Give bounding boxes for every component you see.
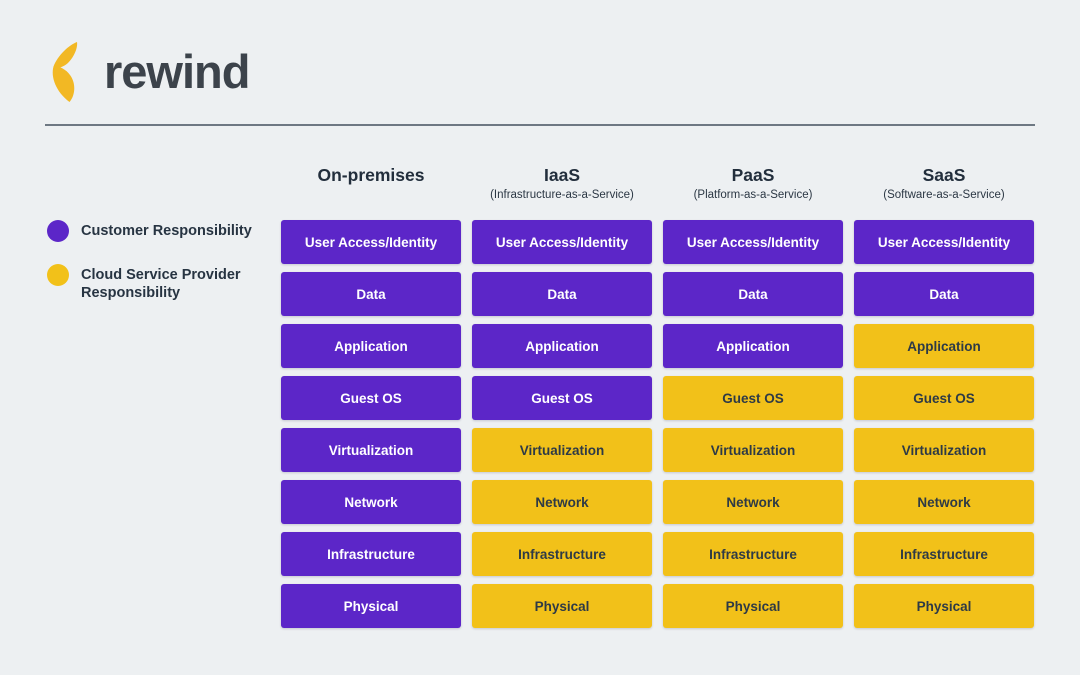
matrix-cell: User Access/Identity	[472, 220, 652, 264]
column-cells: User Access/Identity Data Application Guest…	[472, 220, 652, 628]
column-cells: User Access/Identity Data Application Guest…	[663, 220, 843, 628]
matrix-cell: Physical	[472, 584, 652, 628]
matrix-cell: User Access/Identity	[281, 220, 461, 264]
matrix-cell: User Access/Identity	[854, 220, 1034, 264]
matrix-cell: Guest OS	[281, 376, 461, 420]
matrix-column-paas: PaaS (Platform-as-a-Service) User Access/I…	[663, 160, 843, 628]
logo: rewind	[46, 42, 250, 102]
legend-item-provider: Cloud Service Provider Responsibility	[47, 264, 267, 302]
logo-wordmark: rewind	[104, 45, 250, 98]
matrix-cell: Application	[472, 324, 652, 368]
legend-label: Cloud Service Provider Responsibility	[81, 267, 241, 301]
matrix-cell: Infrastructure	[663, 532, 843, 576]
matrix-cell: Network	[663, 480, 843, 524]
matrix-cell: Infrastructure	[472, 532, 652, 576]
matrix-column-iaas: IaaS (Infrastructure-as-a-Service) User Ac…	[472, 160, 652, 628]
matrix-cell: Guest OS	[663, 376, 843, 420]
legend: Customer Responsibility Cloud Service Pr…	[47, 220, 267, 302]
column-title: PaaS	[731, 165, 775, 185]
column-title: SaaS	[922, 165, 966, 185]
matrix-cell: Network	[281, 480, 461, 524]
rewind-chevron-icon	[52, 42, 78, 102]
matrix-cell: Guest OS	[854, 376, 1034, 420]
matrix-column-saas: SaaS (Software-as-a-Service) User Access/I…	[854, 160, 1034, 628]
column-title: On-premises	[317, 165, 425, 185]
matrix-cell: Infrastructure	[854, 532, 1034, 576]
header-divider	[45, 124, 1035, 126]
column-subtitle: (Platform-as-a-Service)	[693, 189, 813, 201]
column-subtitle: (Software-as-a-Service)	[883, 189, 1005, 201]
customer-color-dot-icon	[47, 220, 69, 242]
matrix-cell: Physical	[854, 584, 1034, 628]
column-subtitle: (Infrastructure-as-a-Service)	[490, 189, 634, 201]
column-cells: User Access/Identity Data Application Guest…	[854, 220, 1034, 628]
matrix-cell: Guest OS	[472, 376, 652, 420]
matrix-cell: Network	[854, 480, 1034, 524]
matrix-cell: Data	[663, 272, 843, 316]
responsibility-matrix: On-premises User Access/Identity Data Appli…	[281, 160, 1034, 628]
matrix-cell: Data	[854, 272, 1034, 316]
matrix-cell: Virtualization	[854, 428, 1034, 472]
matrix-cell: Data	[281, 272, 461, 316]
matrix-column-on-premises: On-premises User Access/Identity Data Appli…	[281, 160, 461, 628]
legend-label: Customer Responsibility	[81, 223, 252, 239]
legend-item-customer: Customer Responsibility	[47, 220, 267, 242]
matrix-cell: Application	[281, 324, 461, 368]
matrix-cell: Virtualization	[281, 428, 461, 472]
matrix-cell: Network	[472, 480, 652, 524]
matrix-cell: Infrastructure	[281, 532, 461, 576]
matrix-cell: Virtualization	[472, 428, 652, 472]
column-title: IaaS	[544, 165, 580, 185]
matrix-cell: Physical	[281, 584, 461, 628]
matrix-cell: Application	[663, 324, 843, 368]
matrix-cell: User Access/Identity	[663, 220, 843, 264]
column-cells: User Access/Identity Data Application Guest…	[281, 220, 461, 628]
column-header: PaaS (Platform-as-a-Service)	[663, 160, 843, 220]
matrix-cell: Virtualization	[663, 428, 843, 472]
matrix-cell: Application	[854, 324, 1034, 368]
matrix-cell: Physical	[663, 584, 843, 628]
column-header: SaaS (Software-as-a-Service)	[854, 160, 1034, 220]
provider-color-dot-icon	[47, 264, 69, 286]
matrix-cell: Data	[472, 272, 652, 316]
column-header: On-premises	[281, 160, 461, 220]
column-header: IaaS (Infrastructure-as-a-Service)	[472, 160, 652, 220]
